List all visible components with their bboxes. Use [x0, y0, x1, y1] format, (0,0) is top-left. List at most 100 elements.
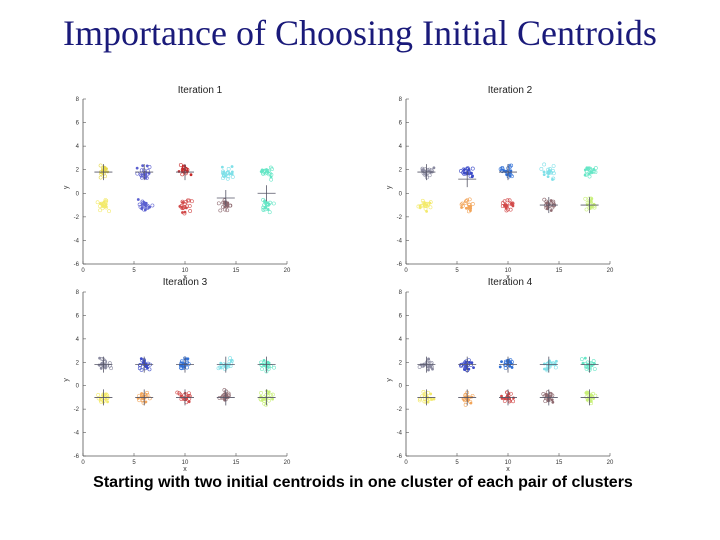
data-point: [547, 203, 552, 208]
data-point: [593, 166, 598, 170]
data-point: [505, 390, 510, 395]
data-point: [429, 364, 434, 369]
cluster-points-1: [97, 356, 113, 371]
data-point: [584, 172, 588, 177]
data-point: [553, 362, 557, 366]
data-point: [506, 396, 511, 400]
data-point: [467, 197, 472, 202]
y-tick-label: -2: [74, 407, 80, 413]
data-point: [432, 166, 436, 170]
data-point: [141, 202, 146, 206]
data-point: [230, 170, 234, 174]
data-point: [551, 164, 556, 168]
y-tick-label: -6: [397, 454, 403, 460]
plot-title: Iteration 2: [488, 85, 533, 96]
data-point: [226, 391, 231, 396]
data-point: [500, 360, 503, 364]
data-point: [261, 171, 266, 176]
y-tick-label: 2: [76, 168, 80, 174]
data-point: [266, 367, 271, 371]
y-tick-label: 2: [76, 360, 80, 366]
data-point: [464, 199, 468, 204]
data-point: [545, 361, 550, 366]
data-point: [97, 363, 101, 367]
data-point: [508, 207, 513, 212]
cluster-points-4: [136, 198, 155, 212]
data-point: [262, 360, 267, 365]
data-point: [500, 166, 505, 170]
data-point: [417, 365, 422, 369]
y-tick-label: 8: [76, 290, 80, 296]
data-point: [220, 165, 224, 169]
data-point: [261, 208, 266, 212]
data-point: [464, 359, 469, 364]
data-point: [542, 162, 547, 167]
x-tick-label: 5: [455, 268, 459, 274]
data-point: [99, 399, 104, 404]
data-point: [460, 201, 465, 206]
data-point: [179, 394, 183, 398]
y-tick-label: 4: [76, 337, 80, 343]
data-point: [460, 203, 465, 208]
data-point: [98, 208, 103, 213]
data-point: [179, 203, 184, 208]
x-tick-label: 20: [284, 268, 291, 274]
x-tick-label: 5: [132, 460, 136, 466]
cluster-points-2: [95, 198, 111, 214]
cluster-points-9: [583, 166, 598, 179]
cluster-points-8: [542, 197, 556, 212]
data-point: [228, 356, 233, 361]
data-point: [102, 363, 107, 368]
data-point: [147, 396, 152, 401]
data-point: [222, 173, 227, 178]
data-point: [104, 366, 107, 370]
y-tick-label: 8: [76, 97, 80, 103]
data-point: [418, 204, 422, 208]
data-point: [230, 172, 234, 176]
data-point: [427, 368, 430, 372]
data-point: [186, 357, 190, 361]
cluster-points-8: [216, 198, 233, 213]
data-point: [180, 199, 185, 204]
data-point: [144, 201, 148, 205]
data-point: [542, 170, 546, 174]
data-point: [107, 209, 111, 214]
cluster-points-6: [500, 198, 515, 213]
data-point: [262, 401, 267, 406]
cluster-points-10: [261, 198, 276, 215]
y-tick-label: 0: [76, 384, 80, 390]
data-point: [500, 394, 503, 398]
data-point: [175, 390, 180, 395]
data-point: [466, 168, 471, 173]
data-point: [508, 391, 513, 396]
data-point: [145, 390, 149, 395]
y-tick-label: 6: [76, 313, 80, 319]
data-point: [584, 169, 589, 174]
x-tick-label: 0: [81, 460, 85, 466]
data-point: [135, 171, 140, 176]
data-point: [103, 198, 108, 202]
data-point: [469, 207, 473, 210]
data-point: [579, 357, 584, 362]
data-point: [508, 172, 513, 177]
data-point: [225, 208, 230, 213]
data-point: [98, 398, 103, 403]
data-point: [507, 399, 512, 404]
data-point: [102, 204, 106, 207]
data-point: [187, 204, 192, 208]
cluster-points-6: [500, 390, 516, 404]
cluster-points-3: [459, 166, 475, 179]
data-point: [136, 198, 140, 201]
data-point: [583, 356, 587, 360]
data-point: [178, 163, 183, 167]
data-point: [182, 393, 187, 398]
x-axis-label: x: [506, 466, 510, 473]
data-point: [266, 202, 271, 207]
data-point: [470, 166, 475, 171]
data-point: [555, 359, 558, 363]
data-point: [542, 173, 546, 177]
data-point: [98, 163, 103, 168]
data-point: [591, 359, 596, 363]
y-tick-label: 8: [399, 290, 403, 296]
